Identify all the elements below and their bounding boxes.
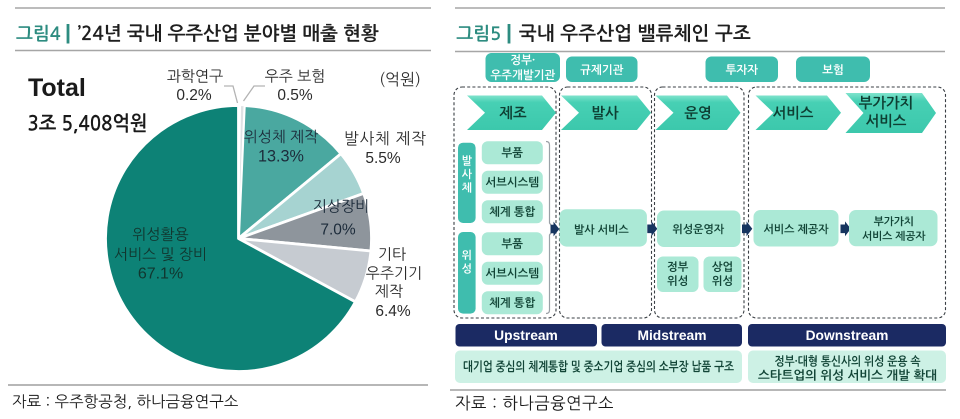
svg-text:0.5%: 0.5% — [277, 87, 313, 104]
svg-text:13.3%: 13.3% — [258, 148, 304, 166]
svg-text:0.2%: 0.2% — [176, 87, 212, 104]
svg-text:Upstream: Upstream — [494, 328, 558, 343]
svg-text:7.0%: 7.0% — [320, 222, 356, 239]
svg-text:Total: Total — [28, 74, 86, 102]
svg-text:5.5%: 5.5% — [365, 150, 401, 167]
svg-text:Downstream: Downstream — [806, 328, 889, 343]
svg-text:6.4%: 6.4% — [375, 303, 411, 320]
svg-text:Midstream: Midstream — [637, 328, 706, 343]
svg-text:67.1%: 67.1% — [138, 266, 183, 283]
